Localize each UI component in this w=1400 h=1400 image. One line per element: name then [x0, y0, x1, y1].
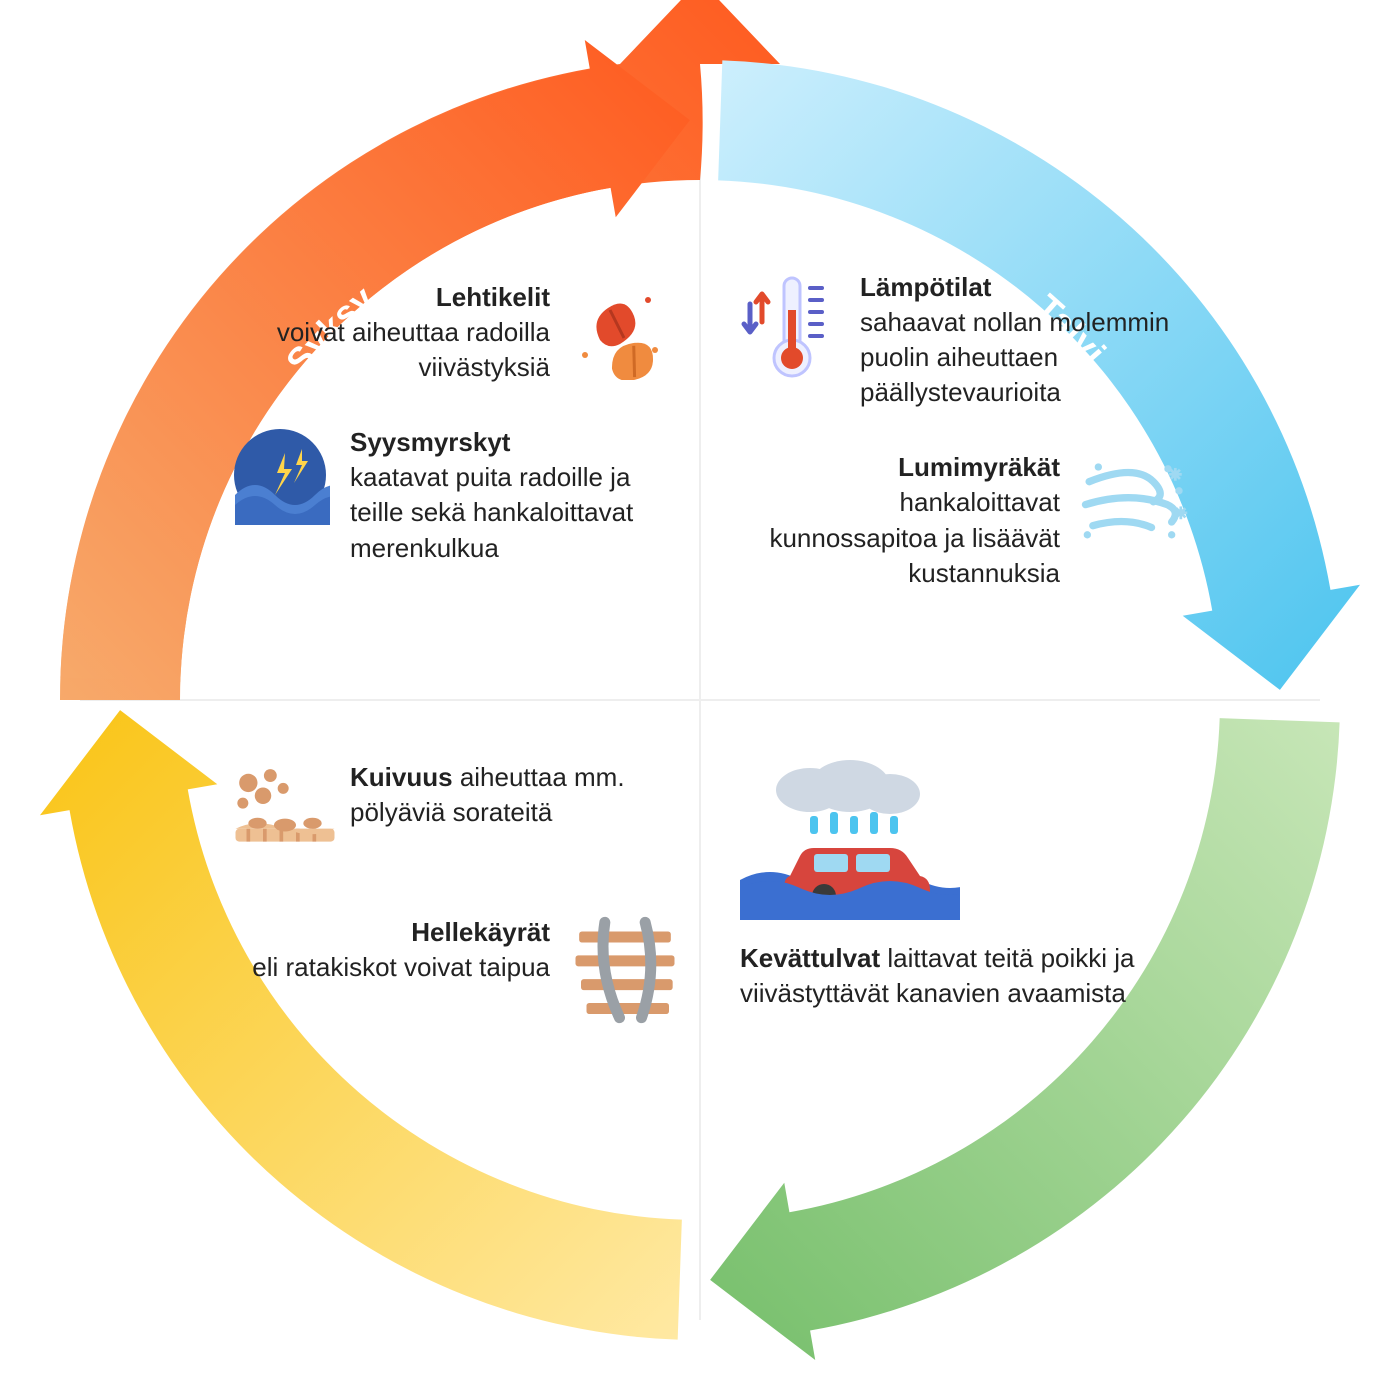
title-hellekayrat: Hellekäyrät [411, 917, 550, 947]
item-hellekayrat: Hellekäyrät eli ratakiskot voivat taipua [230, 915, 670, 1030]
item-lehtikelit: Lehtikelit voivat aiheuttaa radoilla vii… [230, 280, 670, 385]
body-lumimyrakat: hankaloittavat kunnossapitoa ja lisäävät… [740, 485, 1060, 590]
body-lehtikelit: voivat aiheuttaa radoilla viivästyksiä [230, 315, 550, 385]
title-kuivuus: Kuivuus [350, 762, 453, 792]
drought-icon [230, 760, 330, 875]
body-syysmyrskyt: kaatavat puita radoille ja teille sekä h… [350, 460, 670, 565]
body-lampotilat: sahaavat nollan molemmin puolin aiheutta… [860, 305, 1180, 410]
blizzard-icon [1080, 450, 1180, 555]
body-hellekayrat: eli ratakiskot voivat taipua [230, 950, 550, 985]
title-lampotilat: Lämpötilat [860, 272, 991, 302]
item-kuivuus: Kuivuus aiheuttaa mm. pölyäviä sorateitä [230, 760, 670, 875]
item-lumimyrakat: Lumimyräkät hankaloittavat kunnossapitoa… [740, 450, 1180, 590]
rails-icon [570, 915, 670, 1030]
quadrant-talvi: Lämpötilat sahaavat nollan molemmin puol… [740, 270, 1180, 631]
item-syysmyrskyt: Syysmyrskyt kaatavat puita radoille ja t… [230, 425, 670, 565]
title-lehtikelit: Lehtikelit [436, 282, 550, 312]
quadrant-syksy: Lehtikelit voivat aiheuttaa radoilla vii… [230, 280, 670, 606]
flood-icon [740, 760, 960, 925]
item-lampotilat: Lämpötilat sahaavat nollan molemmin puol… [740, 270, 1180, 410]
seasons-cycle-infographic: Syksy Talvi Kevät Kesä [0, 0, 1400, 1400]
cycle-ring: Syksy Talvi Kevät Kesä [0, 0, 1400, 1400]
quadrant-kesa: Kuivuus aiheuttaa mm. pölyäviä sorateitä [230, 760, 670, 1070]
quadrant-kevat: Kevättulvat laittavat teitä poikki ja vi… [740, 760, 1160, 1011]
storm-icon [230, 425, 330, 530]
thermometer-icon [740, 270, 840, 395]
title-syysmyrskyt: Syysmyrskyt [350, 427, 510, 457]
title-lumimyrakat: Lumimyräkät [898, 452, 1060, 482]
title-kevattulvat: Kevättulvat [740, 943, 880, 973]
leaves-icon [570, 280, 670, 385]
item-kevattulvat: Kevättulvat laittavat teitä poikki ja vi… [740, 760, 1160, 1011]
